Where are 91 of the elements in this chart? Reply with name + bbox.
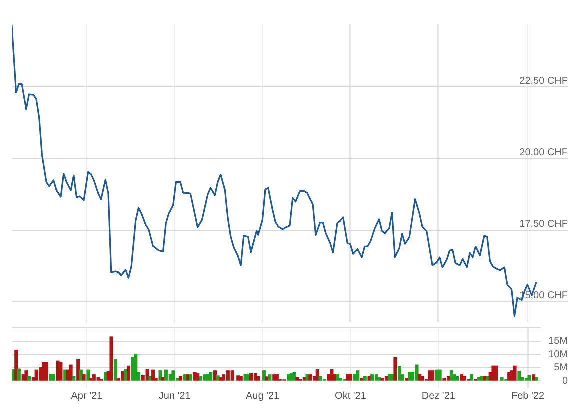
bar	[239, 376, 243, 381]
x-tick-label: Apr '21	[71, 390, 104, 402]
bar	[134, 354, 138, 381]
bar	[532, 374, 536, 381]
bar	[356, 370, 360, 381]
bar	[28, 376, 32, 381]
bar	[152, 370, 155, 381]
bar	[394, 357, 398, 381]
bar	[246, 374, 250, 381]
bar	[69, 364, 73, 381]
bar	[199, 376, 203, 381]
bar	[76, 359, 80, 381]
bar	[318, 376, 322, 381]
x-tick-label: Dez '21	[422, 390, 456, 402]
bar	[272, 374, 276, 381]
bar	[196, 372, 200, 381]
bar	[528, 375, 532, 381]
bar	[254, 372, 258, 381]
bar	[518, 371, 522, 381]
bar	[494, 366, 498, 381]
bar	[470, 374, 474, 381]
bar	[268, 374, 272, 381]
bar	[500, 377, 504, 381]
bar	[338, 378, 342, 381]
bar	[172, 370, 176, 381]
bar	[203, 374, 207, 381]
bar	[127, 366, 130, 381]
y-tick-label: 5M	[554, 362, 568, 374]
bar	[398, 366, 402, 381]
bar	[302, 377, 306, 381]
bar	[186, 374, 190, 381]
bar	[462, 376, 466, 381]
bar	[378, 377, 382, 381]
bar	[178, 376, 182, 381]
bar	[17, 368, 21, 381]
bar	[162, 377, 166, 381]
bar	[90, 378, 94, 381]
bar	[209, 372, 213, 381]
y-tick-label: 10M	[548, 349, 568, 360]
bar	[460, 374, 464, 381]
bar	[431, 370, 435, 381]
bar	[450, 370, 454, 381]
x-tick-label: Feb '22	[512, 390, 545, 402]
bar	[275, 374, 279, 381]
bar	[92, 374, 96, 381]
bar	[216, 376, 220, 381]
bar	[534, 377, 538, 381]
bar	[349, 374, 352, 381]
bar	[189, 374, 192, 381]
bar	[370, 374, 374, 381]
bar	[214, 370, 217, 381]
bar	[230, 370, 234, 381]
bar	[418, 374, 422, 381]
y-tick-label: 17,50 CHF	[520, 219, 568, 230]
x-tick-label: Jun '21	[158, 390, 192, 402]
bar	[442, 378, 446, 381]
bar	[308, 374, 312, 381]
x-tick-label: Okt '21	[335, 390, 367, 402]
x-tick-label: Aug '21	[246, 390, 280, 402]
bar	[316, 369, 320, 381]
y-tick-label: 20,00 CHF	[520, 147, 568, 158]
y-tick-label: 15M	[548, 336, 568, 347]
y-tick-label: 0	[562, 376, 568, 387]
bar	[164, 370, 168, 381]
bar	[360, 378, 364, 381]
bar	[250, 372, 254, 381]
bar	[14, 350, 18, 381]
bar	[44, 362, 48, 381]
bar	[79, 370, 83, 381]
bar	[336, 374, 340, 381]
bar	[265, 376, 269, 381]
bar	[456, 376, 460, 381]
bar	[24, 370, 28, 381]
bar	[262, 370, 266, 381]
bar	[296, 377, 300, 381]
bar	[405, 378, 409, 381]
bar	[86, 370, 90, 381]
bar	[236, 376, 240, 381]
bar	[82, 374, 86, 381]
bar	[114, 359, 118, 381]
bar	[183, 374, 187, 381]
bar	[222, 374, 226, 381]
bar	[513, 366, 517, 381]
bar	[374, 374, 378, 381]
bar	[52, 374, 56, 381]
bar	[363, 376, 367, 381]
bar	[438, 370, 442, 381]
y-tick-label: 22,50 CHF	[520, 76, 568, 87]
bar	[158, 370, 162, 381]
bar	[110, 336, 114, 381]
bar	[421, 376, 425, 381]
